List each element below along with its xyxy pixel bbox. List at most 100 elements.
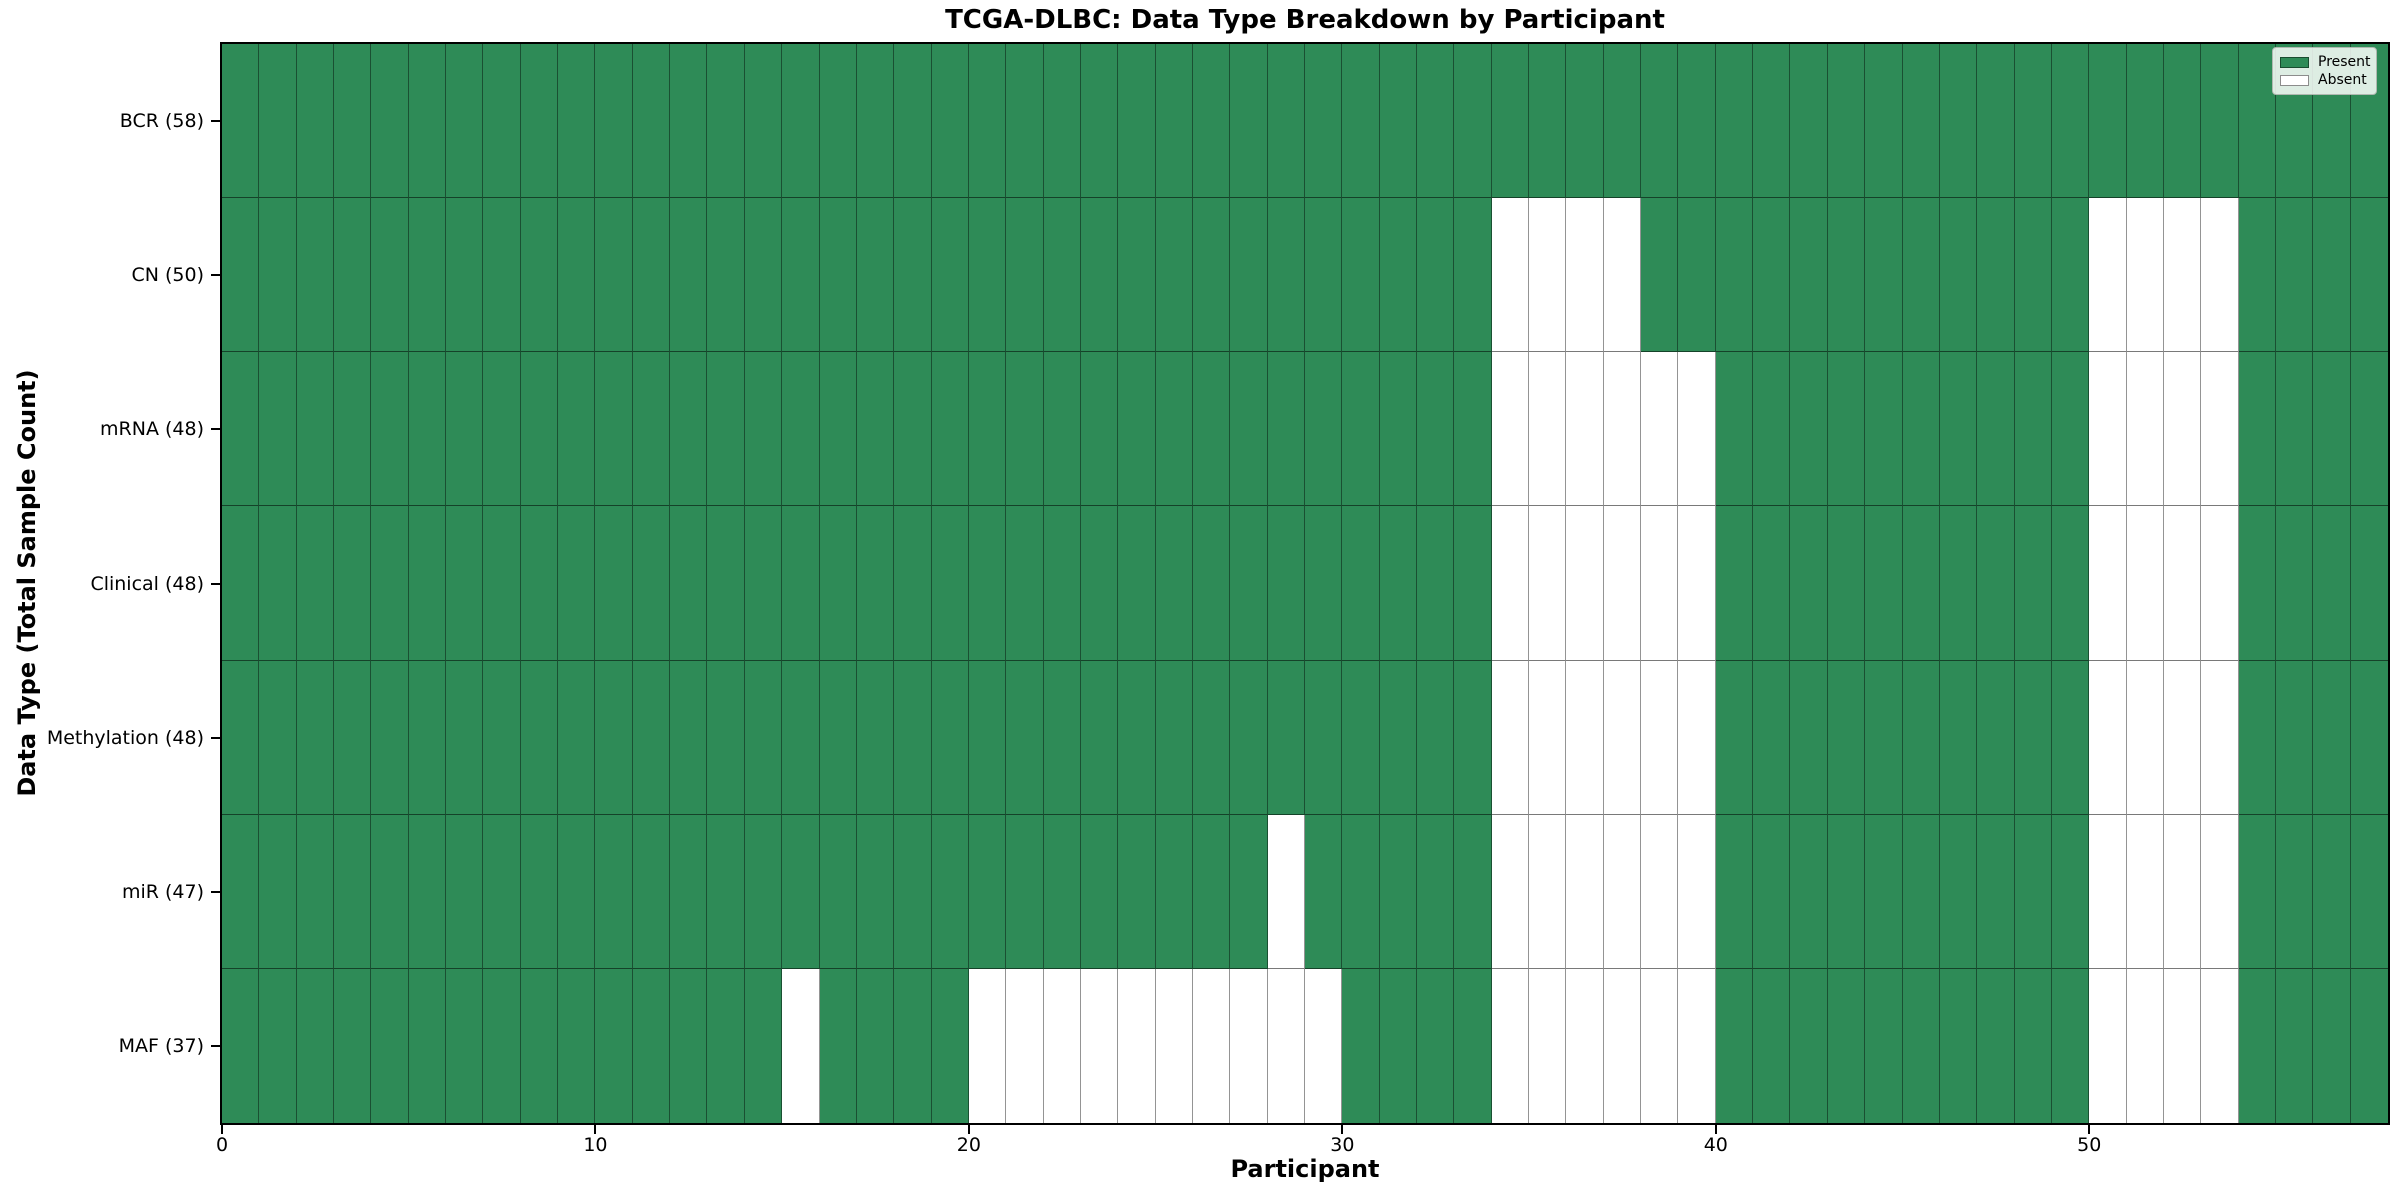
heatmap-cell bbox=[1118, 814, 1156, 969]
heatmap-cell bbox=[782, 814, 820, 969]
heatmap-cell bbox=[2275, 968, 2314, 1123]
x-axis-label: Participant bbox=[1230, 1155, 1380, 1183]
x-tick-mark bbox=[967, 1125, 970, 1134]
heatmap-cell bbox=[408, 968, 447, 1123]
heatmap-cell bbox=[296, 814, 335, 969]
heatmap-cell bbox=[1790, 44, 1828, 199]
heatmap-cell bbox=[296, 506, 335, 661]
heatmap-cell bbox=[1006, 660, 1044, 815]
heatmap-cell bbox=[1417, 352, 1455, 507]
heatmap-cell bbox=[968, 660, 1007, 815]
heatmap-cell bbox=[1603, 44, 1642, 199]
heatmap-cell bbox=[1342, 660, 1380, 815]
heatmap-cell bbox=[2014, 506, 2052, 661]
heatmap-cell bbox=[1753, 660, 1791, 815]
heatmap-cell bbox=[856, 44, 895, 199]
heatmap-cell bbox=[1678, 352, 1716, 507]
heatmap-cell bbox=[1827, 968, 1866, 1123]
heatmap-cell bbox=[931, 660, 969, 815]
heatmap-cell bbox=[1230, 968, 1268, 1123]
y-tick-mark bbox=[211, 582, 220, 585]
heatmap-cell bbox=[1566, 198, 1604, 353]
heatmap-cell bbox=[931, 506, 969, 661]
heatmap-cell bbox=[707, 660, 745, 815]
heatmap-cell bbox=[632, 814, 671, 969]
heatmap-cell bbox=[894, 506, 932, 661]
heatmap-cell bbox=[595, 44, 633, 199]
heatmap-cell bbox=[2126, 814, 2164, 969]
legend-entry-absent: Absent bbox=[2280, 73, 2369, 87]
heatmap-cell bbox=[856, 660, 895, 815]
heatmap-cell bbox=[1454, 660, 1492, 815]
heatmap-cell bbox=[1080, 44, 1119, 199]
heatmap-cell bbox=[1267, 198, 1305, 353]
heatmap-cell bbox=[1603, 506, 1642, 661]
heatmap-cell bbox=[1865, 352, 1903, 507]
heatmap-cell bbox=[632, 44, 671, 199]
heatmap-cell bbox=[632, 352, 671, 507]
heatmap-cell bbox=[1304, 506, 1343, 661]
heatmap-cell bbox=[1939, 352, 1978, 507]
heatmap-cell bbox=[744, 968, 783, 1123]
x-tick-label: 10 bbox=[583, 1134, 608, 1156]
heatmap-cell bbox=[595, 968, 633, 1123]
heatmap-cell bbox=[2089, 198, 2127, 353]
heatmap-cell bbox=[1043, 352, 1081, 507]
heatmap-cell bbox=[1977, 352, 2015, 507]
heatmap-cell bbox=[1080, 198, 1119, 353]
heatmap-cell bbox=[259, 352, 297, 507]
heatmap-cell bbox=[1080, 968, 1119, 1123]
heatmap-cell bbox=[334, 44, 372, 199]
heatmap-cell bbox=[1566, 506, 1604, 661]
heatmap-cell bbox=[1939, 968, 1978, 1123]
heatmap-cell bbox=[1192, 506, 1231, 661]
heatmap-cell bbox=[1342, 814, 1380, 969]
x-tick-label: 20 bbox=[956, 1134, 981, 1156]
y-tick-mark bbox=[211, 1044, 220, 1047]
heatmap-cell bbox=[1192, 44, 1231, 199]
heatmap-cell bbox=[520, 814, 559, 969]
heatmap-cell bbox=[446, 198, 484, 353]
y-tick-label: Clinical (48) bbox=[90, 572, 204, 595]
heatmap-cell bbox=[1006, 968, 1044, 1123]
heatmap-cell bbox=[744, 352, 783, 507]
heatmap-cell bbox=[1529, 506, 1567, 661]
heatmap-cell bbox=[1192, 198, 1231, 353]
heatmap-cell bbox=[408, 352, 447, 507]
heatmap-cell bbox=[1230, 660, 1268, 815]
heatmap-cell bbox=[2163, 814, 2202, 969]
heatmap-cell bbox=[1080, 506, 1119, 661]
heatmap-cell bbox=[1379, 44, 1418, 199]
heatmap-cell bbox=[1155, 814, 1193, 969]
heatmap-cell bbox=[1379, 968, 1418, 1123]
heatmap-cell bbox=[1790, 660, 1828, 815]
heatmap-cell bbox=[371, 660, 409, 815]
heatmap-cell bbox=[1267, 506, 1305, 661]
heatmap-cell bbox=[968, 814, 1007, 969]
heatmap-cell bbox=[520, 352, 559, 507]
heatmap-cell bbox=[1267, 44, 1305, 199]
heatmap-cell bbox=[1155, 506, 1193, 661]
heatmap-cell bbox=[222, 968, 260, 1123]
heatmap-cell bbox=[744, 814, 783, 969]
heatmap-cell bbox=[1230, 44, 1268, 199]
heatmap-cell bbox=[2163, 506, 2202, 661]
heatmap-cell bbox=[408, 198, 447, 353]
heatmap-cell bbox=[1006, 198, 1044, 353]
heatmap-cell bbox=[894, 44, 932, 199]
heatmap-cell bbox=[1454, 506, 1492, 661]
heatmap-cell bbox=[595, 814, 633, 969]
heatmap-cell bbox=[296, 198, 335, 353]
heatmap-cell bbox=[1977, 968, 2015, 1123]
heatmap-cell bbox=[1902, 814, 1940, 969]
heatmap-cell bbox=[1753, 198, 1791, 353]
heatmap-cell bbox=[1454, 968, 1492, 1123]
heatmap-cell bbox=[1006, 44, 1044, 199]
heatmap-cell bbox=[2275, 660, 2314, 815]
heatmap-cell bbox=[2163, 660, 2202, 815]
heatmap-cell bbox=[2313, 352, 2351, 507]
heatmap-cell bbox=[2051, 44, 2090, 199]
heatmap-cell bbox=[819, 968, 857, 1123]
heatmap-cell bbox=[222, 814, 260, 969]
heatmap-cell bbox=[1939, 44, 1978, 199]
